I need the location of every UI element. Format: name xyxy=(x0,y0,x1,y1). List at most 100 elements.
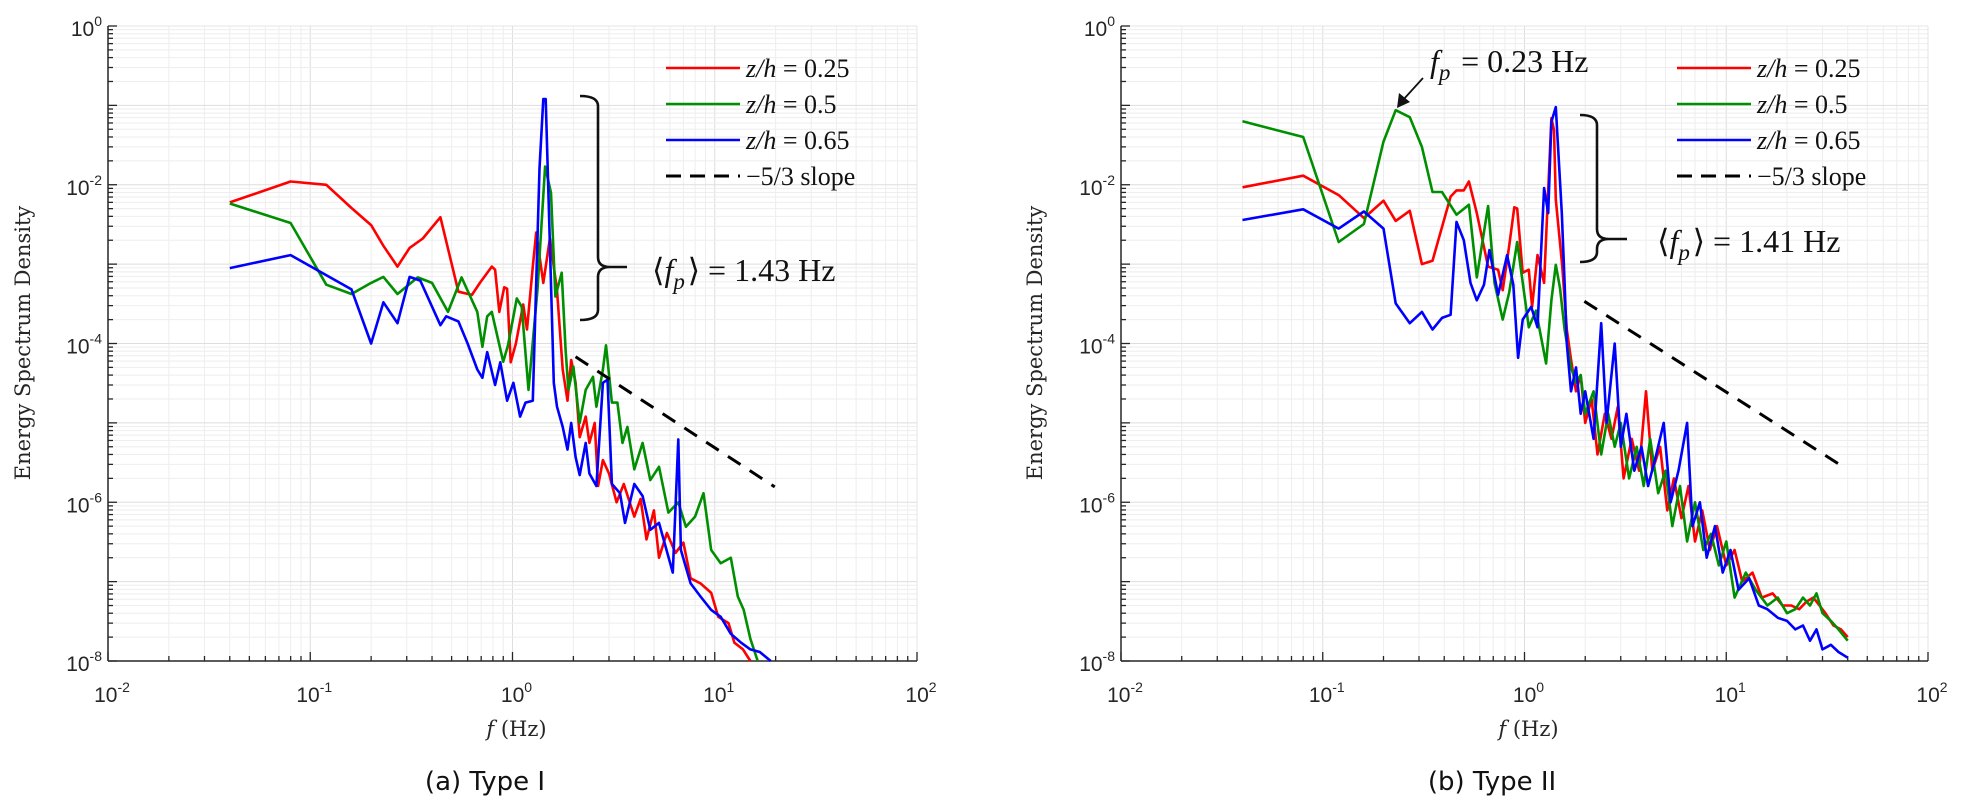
text-span: z/h xyxy=(1756,54,1787,83)
peak-frequency-brace-annotation: ⟨fp ⟩ = 1.43 Hz xyxy=(579,94,835,322)
legend-item: z/h = 0.5 xyxy=(1677,90,1848,119)
brace-icon xyxy=(579,94,627,322)
legend-label: z/h = 0.25 xyxy=(1756,54,1861,83)
text-span: = 0.65 xyxy=(776,126,849,155)
text-span: 0 xyxy=(94,13,102,29)
text-span: -1 xyxy=(1332,679,1345,695)
text-span: = 0.23 Hz xyxy=(1453,43,1588,79)
text-span: ⟩ = 1.41 Hz xyxy=(1693,223,1841,259)
series-line-zh-0.65 xyxy=(1242,105,1849,659)
legend-item: z/h = 0.25 xyxy=(1677,54,1861,83)
text-span: p xyxy=(1437,59,1451,85)
peak-frequency-brace-annotation: ⟨fp ⟩ = 1.41 Hz xyxy=(1579,113,1841,265)
y-tick-label: 100 xyxy=(71,13,102,41)
x-tick-label: 10-1 xyxy=(1309,679,1345,707)
y-tick-label: 10-6 xyxy=(66,489,102,517)
x-tick-label: 10-1 xyxy=(296,679,332,707)
text-span: -8 xyxy=(1103,648,1116,664)
y-tick-label: 10-6 xyxy=(1079,489,1115,517)
text-span: z/h xyxy=(745,126,776,155)
text-span: -6 xyxy=(90,489,103,505)
grid xyxy=(107,25,918,662)
series-line-zh-0.5 xyxy=(229,165,759,662)
brace-icon xyxy=(1579,113,1627,264)
legend-item: −5/3 slope xyxy=(666,162,855,191)
text-span: 10 xyxy=(296,684,319,707)
x-tick-label: 101 xyxy=(1715,679,1746,707)
x-axis-label: f (Hz) xyxy=(1496,717,1558,741)
text-span: 0 xyxy=(1536,679,1544,695)
text-span: p xyxy=(1676,239,1690,265)
x-tick-label: 100 xyxy=(501,679,532,707)
text-span: z/h xyxy=(1756,126,1787,155)
text-span: -6 xyxy=(1103,489,1116,505)
text-span: -1 xyxy=(320,679,333,695)
text-span: 10 xyxy=(1079,653,1102,676)
text-span: ⟨ xyxy=(652,252,664,288)
text-span: 10 xyxy=(501,684,524,707)
annotation-text: ⟨fp ⟩ = 1.43 Hz xyxy=(652,252,835,294)
text-span: 10 xyxy=(71,18,94,41)
text-span: 10 xyxy=(66,494,89,517)
x-tick-label: 10-2 xyxy=(94,679,130,707)
grid xyxy=(1120,25,1929,662)
text-span: 10 xyxy=(1513,684,1536,707)
legend-item: z/h = 0.25 xyxy=(666,54,850,83)
text-span: 10 xyxy=(1084,18,1107,41)
x-tick-label: 102 xyxy=(905,679,936,707)
x-tick-label: 102 xyxy=(1916,679,1947,707)
text-span: 10 xyxy=(66,177,89,200)
legend-label: −5/3 slope xyxy=(746,162,855,191)
text-span: 0 xyxy=(524,679,532,695)
legend-label: z/h = 0.5 xyxy=(745,90,837,119)
text-span: 10 xyxy=(94,684,117,707)
series-line-zh-0.5 xyxy=(1242,108,1849,642)
text-span: 1 xyxy=(727,679,735,695)
legend: z/h = 0.25z/h = 0.5z/h = 0.65−5/3 slope xyxy=(666,54,855,191)
series-line-zh-0.65 xyxy=(229,97,772,663)
text-span: = 0.25 xyxy=(1787,54,1860,83)
text-span: -8 xyxy=(90,648,103,664)
arrow-shaft xyxy=(1402,77,1424,101)
panel-caption: (b) Type II xyxy=(1428,767,1556,797)
legend-label: z/h = 0.65 xyxy=(1756,126,1861,155)
text-span: 10 xyxy=(1309,684,1332,707)
text-span: (Hz) xyxy=(494,717,546,741)
legend-item: z/h = 0.5 xyxy=(666,90,837,119)
legend-label: z/h = 0.5 xyxy=(1756,90,1848,119)
x-axis-label: f (Hz) xyxy=(484,717,546,741)
text-span: = 0.25 xyxy=(776,54,849,83)
text-span: 2 xyxy=(1940,679,1948,695)
text-span: = 0.5 xyxy=(776,90,836,119)
series-group xyxy=(1242,105,1849,659)
text-span: f xyxy=(484,717,497,741)
text-span: 1 xyxy=(1738,679,1746,695)
text-span: -4 xyxy=(90,331,103,347)
text-span: 10 xyxy=(66,653,89,676)
x-tick-label: 10-2 xyxy=(1107,679,1143,707)
text-span: -4 xyxy=(1103,331,1116,347)
legend-label: z/h = 0.65 xyxy=(745,126,850,155)
text-span: z/h xyxy=(1756,90,1787,119)
text-span: 0 xyxy=(1107,13,1115,29)
panel-caption: (a) Type I xyxy=(425,767,545,797)
text-span: (Hz) xyxy=(1506,717,1558,741)
text-span: z/h xyxy=(745,54,776,83)
text-span: 10 xyxy=(703,684,726,707)
text-span: 10 xyxy=(1079,336,1102,359)
legend-item: −5/3 slope xyxy=(1677,162,1866,191)
annotation-text: fp = 0.23 Hz xyxy=(1430,43,1588,85)
arrow-head-icon xyxy=(1397,93,1410,108)
y-tick-label: 10-8 xyxy=(1079,648,1115,676)
legend: z/h = 0.25 z/h = 0.5 z/h = 0.65 −5/3 slope xyxy=(1677,54,1866,191)
peak-frequency-arrow-annotation: fp = 0.23 Hz xyxy=(1397,43,1588,108)
y-axis-label: Energy Spectrum Density xyxy=(1023,206,1047,481)
y-axis-label: Energy Spectrum Density xyxy=(11,206,35,481)
text-span: z/h xyxy=(745,90,776,119)
text-span: 10 xyxy=(66,336,89,359)
y-tick-label: 10-2 xyxy=(66,172,102,200)
